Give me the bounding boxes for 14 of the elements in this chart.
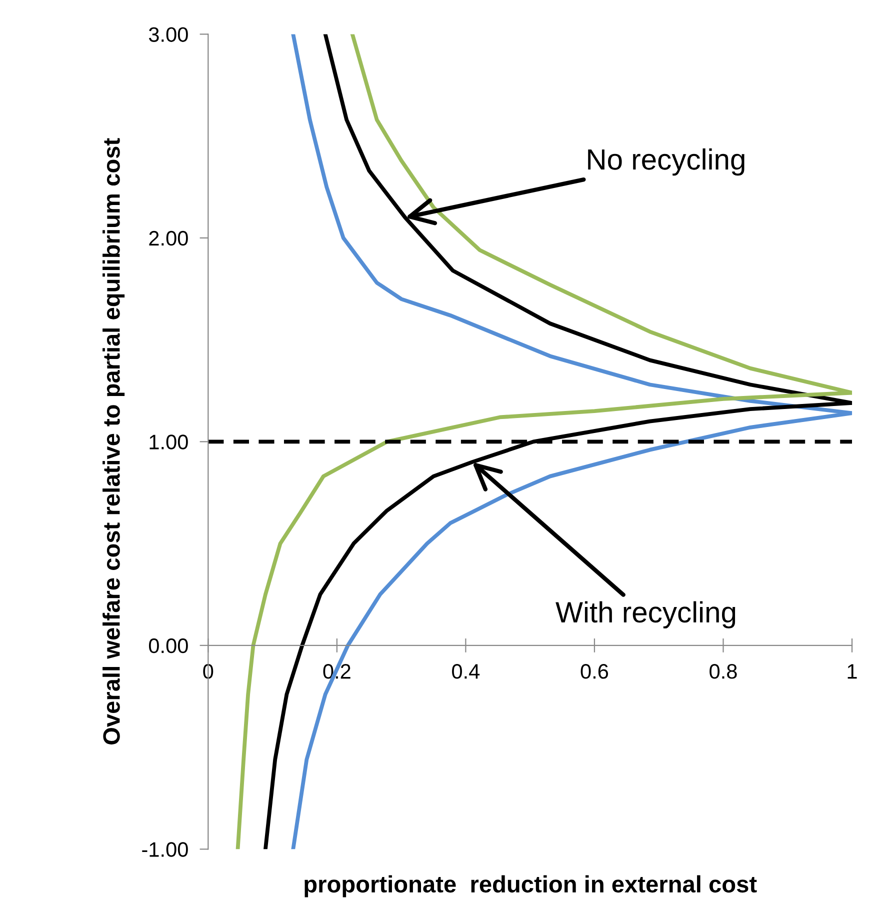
y-tick-label: 2.00: [149, 230, 188, 246]
x-tick-label: 0: [203, 664, 214, 679]
y-tick-label: 0.00: [148, 638, 188, 654]
x-tick-label: 0.8: [710, 664, 737, 679]
x-tick-label: 1: [848, 664, 857, 679]
y-tick-label: -1.00: [142, 842, 188, 857]
x-tick-label: 0.6: [580, 664, 608, 679]
annotation: No recycling: [588, 148, 744, 176]
y-tick-label: 3.00: [148, 27, 188, 42]
x-axis-title: proportionate reduction in external cost: [304, 875, 757, 898]
annotation: With recycling: [556, 601, 736, 628]
x-tick-label: 0.4: [452, 664, 480, 679]
y-tick-label: 1.00: [150, 434, 188, 450]
y-axis-title: Overall welfare cost relative to partial equilibrium cost: [102, 138, 125, 744]
